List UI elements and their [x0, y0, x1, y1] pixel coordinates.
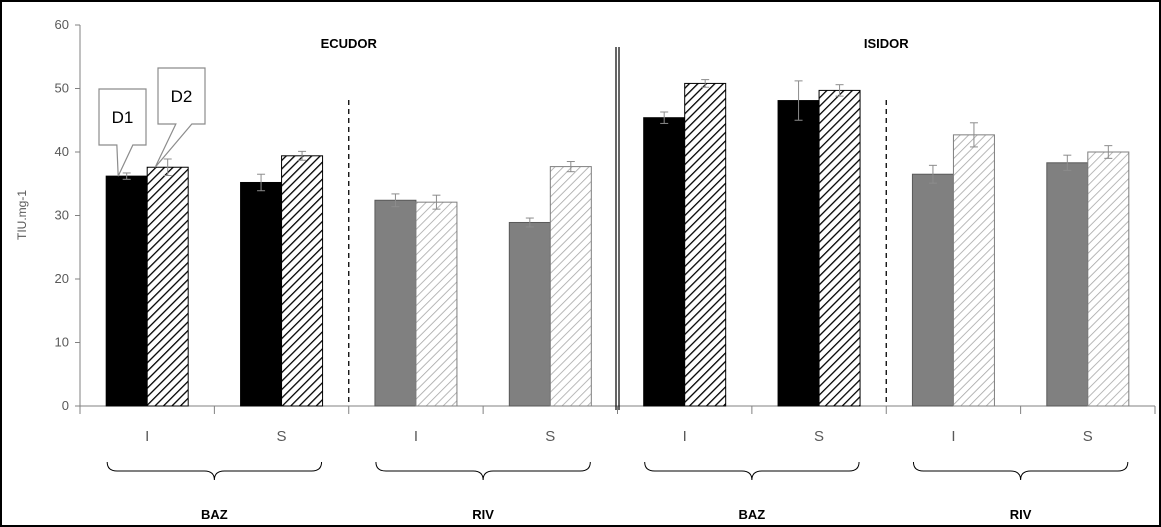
bar-d1-i: [374, 199, 417, 407]
group-separators: [348, 47, 887, 410]
bar-d2-i: [952, 134, 995, 407]
variety-label: ECUDOR: [321, 36, 378, 51]
callout-label-d1: D1: [112, 108, 134, 127]
variety-labels: ECUDOR ISIDOR: [321, 36, 910, 51]
x-category-label: S: [277, 428, 287, 445]
y-tick-label: 0: [62, 398, 69, 413]
x-category-label: S: [1083, 428, 1093, 445]
y-tick-label: 40: [55, 144, 69, 159]
y-axis-ticks: 0 10 20 30 40 50 60: [55, 17, 80, 413]
y-tick-label: 20: [55, 271, 69, 286]
bar-d2-s: [1087, 151, 1130, 407]
callout-box-d2: [154, 67, 206, 168]
region-labels: BAZ RIV BAZ RIV: [201, 507, 1032, 522]
error-bars: [122, 79, 1113, 228]
bar-d2-s: [281, 155, 324, 407]
x-category-label: I: [414, 428, 418, 445]
y-tick-label: 50: [55, 81, 69, 96]
region-brace: [644, 461, 860, 481]
region-label: BAZ: [201, 507, 228, 522]
x-category-label: I: [145, 428, 149, 445]
region-label: RIV: [1010, 507, 1032, 522]
callout-box-d1: [98, 88, 147, 177]
region-brace: [912, 461, 1129, 481]
callout-label-d2: D2: [171, 87, 193, 106]
y-axis-title: TIU.mg-1: [15, 190, 29, 240]
region-braces: [106, 461, 1129, 481]
bars: [105, 82, 1130, 407]
bar-d2-s: [549, 166, 592, 407]
region-brace: [375, 461, 591, 481]
bar-d1-s: [777, 100, 820, 407]
bar-d1-s: [240, 181, 283, 407]
x-category-label: S: [545, 428, 555, 445]
region-label: RIV: [472, 507, 494, 522]
y-tick-label: 30: [55, 208, 69, 223]
bar-d2-i: [146, 166, 189, 407]
region-brace: [106, 461, 323, 481]
series-callouts: D1 D2: [98, 67, 206, 177]
bar-d1-i: [643, 117, 686, 407]
bar-d1-i: [911, 173, 954, 407]
variety-label: ISIDOR: [864, 36, 909, 51]
x-category-label: I: [683, 428, 687, 445]
y-tick-label: 10: [55, 335, 69, 350]
bar-d1-s: [1046, 162, 1089, 407]
x-category-label: S: [814, 428, 824, 445]
bar-d1-i: [105, 175, 148, 407]
bar-d1-s: [508, 221, 551, 407]
bar-d2-i: [684, 82, 727, 407]
bar-d2-i: [415, 201, 458, 407]
region-label: BAZ: [739, 507, 766, 522]
y-tick-label: 60: [55, 17, 69, 32]
bar-d2-s: [818, 89, 861, 407]
x-category-label: I: [951, 428, 955, 445]
